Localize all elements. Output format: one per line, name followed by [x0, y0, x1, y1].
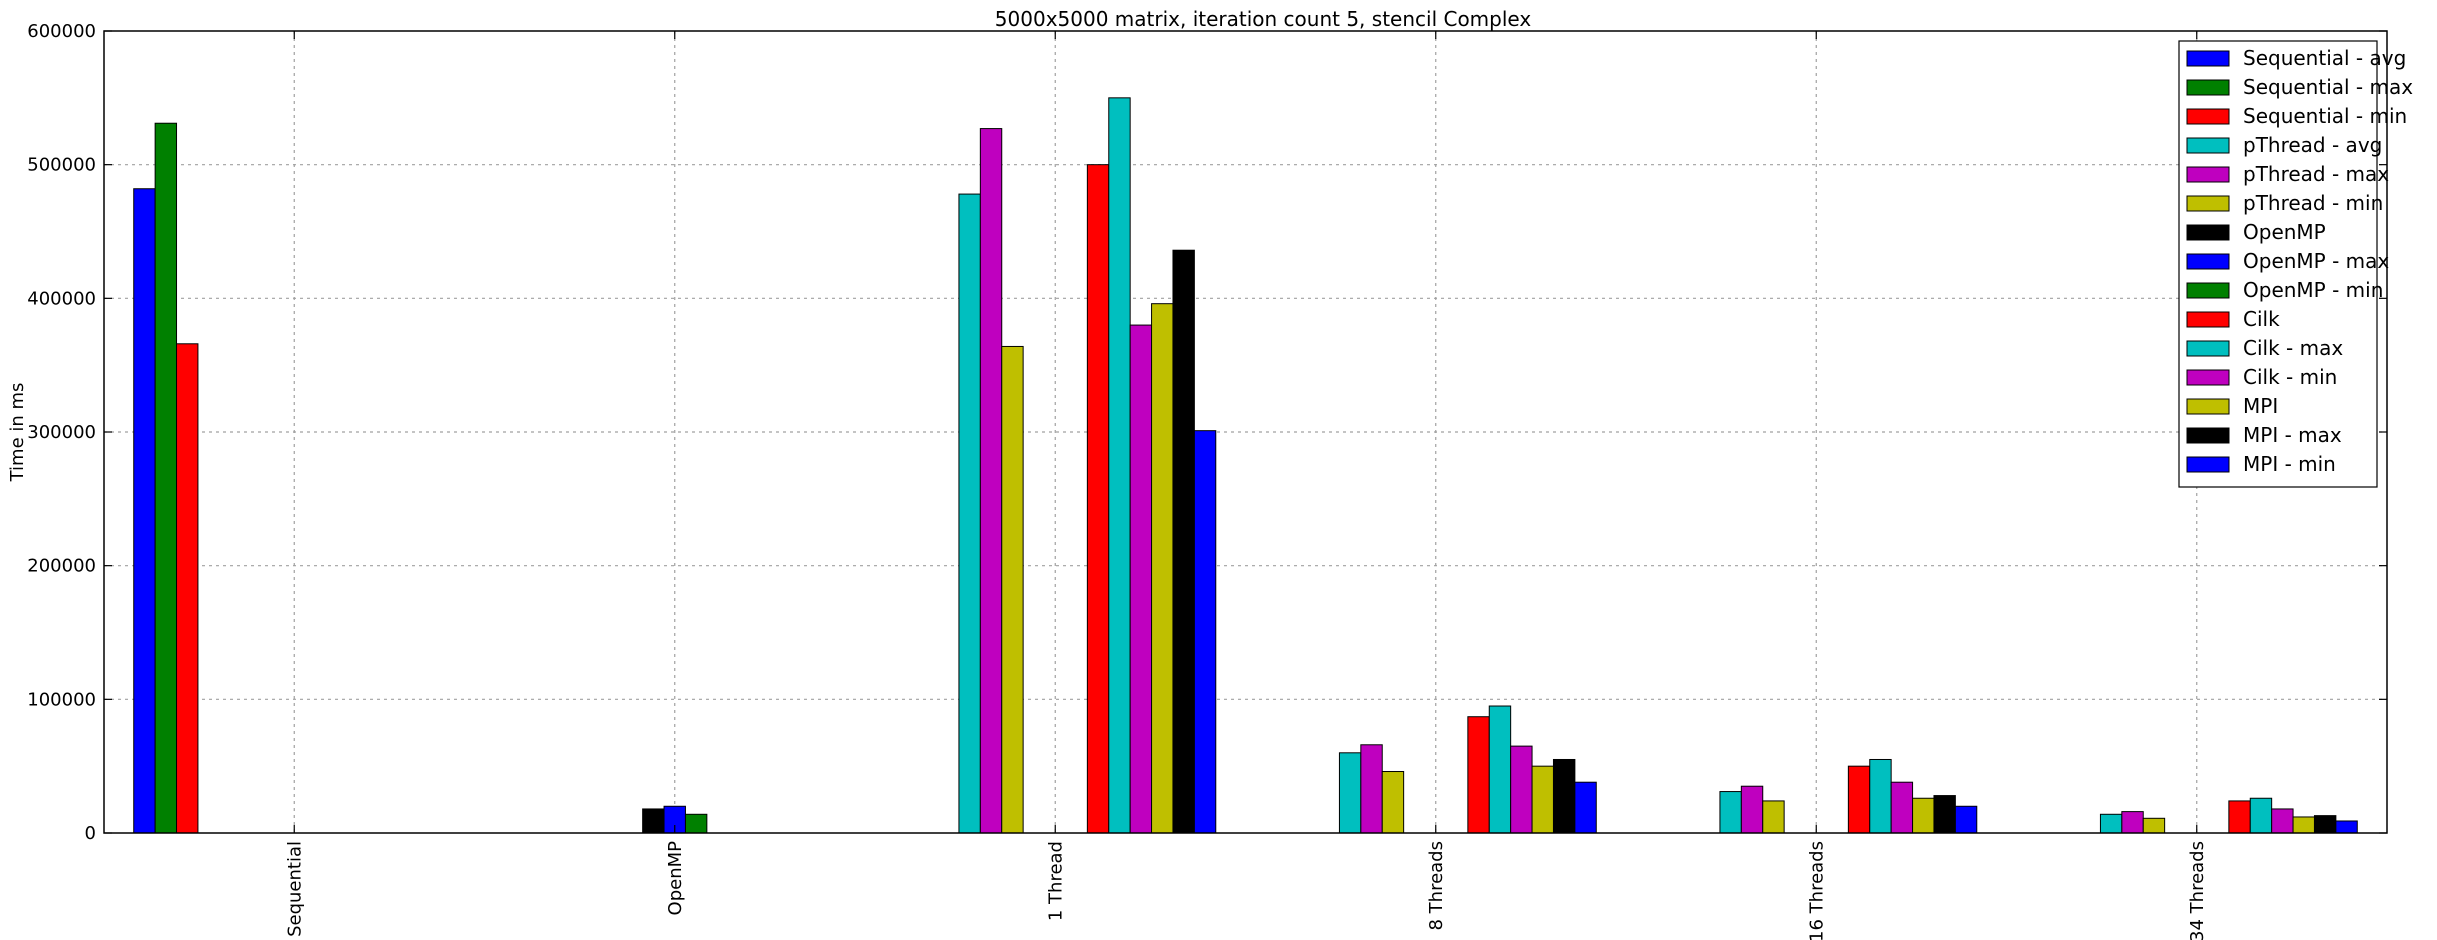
bar	[1488, 705, 1512, 834]
bar	[1086, 164, 1110, 834]
bar	[1552, 758, 1576, 834]
bar	[979, 128, 1003, 834]
legend-entry: Sequential - max	[2243, 75, 2413, 99]
bar	[1933, 795, 1956, 834]
bar	[1467, 716, 1490, 834]
bar	[2292, 816, 2315, 834]
legend: Sequential - avg Sequential - max Sequenti…	[2178, 40, 2413, 488]
y-tick-label: 200000	[27, 556, 96, 577]
bar	[1001, 345, 1024, 834]
legend-entry: OpenMP	[2243, 220, 2326, 244]
bar	[2099, 813, 2123, 834]
bar	[1954, 805, 1978, 834]
legend-entry: Sequential - min	[2243, 104, 2407, 128]
legend-swatch	[2186, 282, 2230, 299]
legend-swatch	[2186, 427, 2230, 444]
bar	[1193, 430, 1217, 834]
y-tick-label: 300000	[27, 422, 96, 443]
legend-swatch	[2186, 166, 2230, 183]
x-tick-label: OpenMP	[665, 841, 686, 916]
bar	[642, 808, 665, 834]
bar	[1912, 797, 1935, 834]
bar	[1129, 324, 1153, 834]
bar	[1381, 771, 1405, 834]
bar	[1890, 781, 1914, 834]
legend-swatch	[2186, 398, 2230, 415]
legend-entry: MPI - min	[2243, 452, 2336, 476]
bar	[958, 193, 981, 834]
bar	[1847, 765, 1871, 834]
bar	[1338, 752, 1362, 834]
legend-swatch	[2186, 195, 2230, 212]
legend-swatch	[2186, 108, 2230, 125]
grid-lines	[104, 31, 2387, 833]
bar	[2228, 800, 2251, 834]
y-tick-label: 400000	[27, 288, 96, 309]
legend-entry: Cilk - max	[2243, 336, 2343, 360]
legend-entry: MPI	[2243, 394, 2278, 418]
bar	[1574, 781, 1597, 834]
y-tick-label: 100000	[27, 689, 96, 710]
bar	[2271, 808, 2294, 834]
legend-entry: Sequential - avg	[2243, 46, 2406, 70]
bar	[2335, 820, 2358, 834]
bar	[2142, 817, 2166, 834]
bar	[1531, 765, 1554, 834]
bar	[133, 188, 156, 834]
legend-swatch	[2186, 456, 2230, 473]
bar	[1719, 791, 1742, 834]
legend-entry: OpenMP - max	[2243, 249, 2389, 273]
bar	[154, 122, 178, 834]
bar	[2121, 811, 2144, 834]
bar	[2249, 797, 2273, 834]
chart-title: 5000x5000 matrix, iteration count 5, ste…	[995, 7, 1532, 31]
legend-entry: OpenMP - min	[2243, 278, 2383, 302]
legend-swatch	[2186, 311, 2230, 328]
legend-entry: Cilk - min	[2243, 365, 2337, 389]
legend-swatch	[2186, 253, 2230, 270]
bar	[684, 813, 708, 834]
bar	[1762, 800, 1785, 834]
bar	[1172, 249, 1195, 834]
bar	[1360, 744, 1383, 834]
bar	[2313, 815, 2337, 834]
legend-entry: Cilk	[2243, 307, 2280, 331]
legend-swatch	[2186, 340, 2230, 357]
legend-swatch	[2186, 50, 2230, 67]
bar	[1151, 303, 1174, 834]
legend-swatch	[2186, 369, 2230, 386]
y-tick-label: 500000	[27, 155, 96, 176]
legend-entry: pThread - max	[2243, 162, 2389, 186]
legend-swatch	[2186, 79, 2230, 96]
x-tick-label: 1 Thread	[1045, 841, 1066, 921]
legend-swatch	[2186, 137, 2230, 154]
y-axis-ticks: 0 100000 200000 300000 400000 500000 600000	[27, 21, 2387, 844]
x-tick-label: 16 Threads	[1806, 841, 1827, 940]
x-tick-label: 8 Threads	[1426, 841, 1447, 931]
legend-swatch	[2186, 224, 2230, 241]
bar	[1740, 785, 1764, 834]
x-axis-ticks: Sequential OpenMP 1 Thread 8 Threads 16 Thre…	[284, 31, 2208, 940]
y-tick-label: 0	[85, 823, 96, 844]
bar	[176, 343, 199, 834]
y-axis-label: Time in ms	[7, 383, 28, 483]
bar	[1510, 745, 1533, 834]
bar	[1869, 758, 1892, 834]
legend-entry: MPI - max	[2243, 423, 2342, 447]
bar	[1108, 97, 1131, 834]
y-tick-label: 600000	[27, 21, 96, 42]
x-tick-label: 34 Threads	[2187, 841, 2208, 940]
legend-entry: pThread - min	[2243, 191, 2383, 215]
legend-entry: pThread - avg	[2243, 133, 2382, 157]
x-tick-label: Sequential	[284, 841, 305, 937]
bars	[133, 97, 2358, 834]
